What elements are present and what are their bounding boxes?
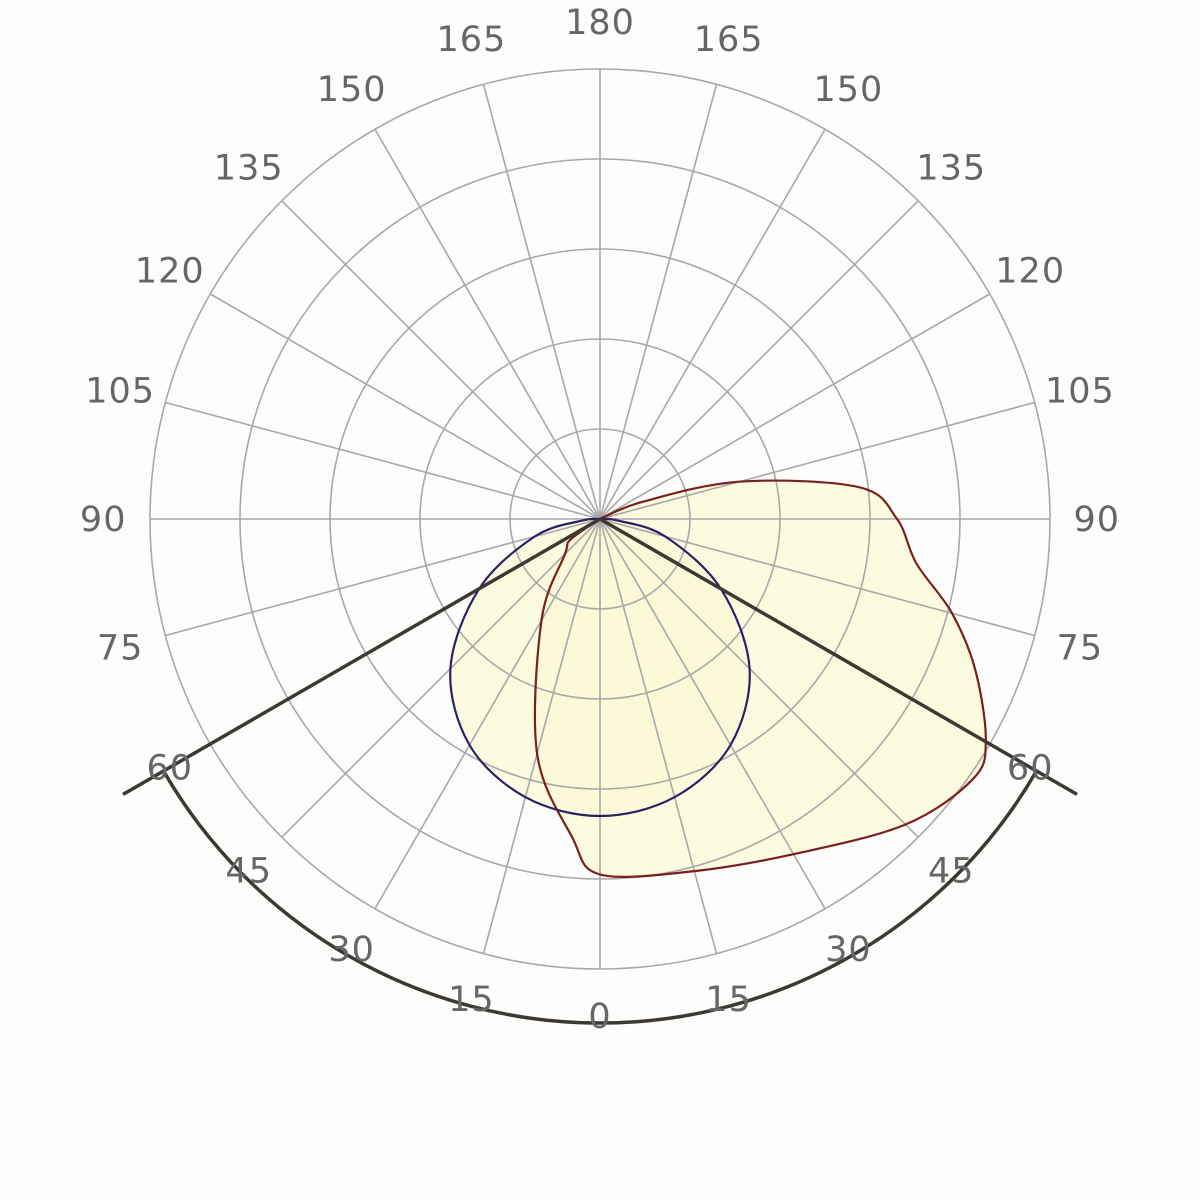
tick-label-left-135: 135	[214, 149, 284, 189]
grid-spoke	[484, 84, 601, 519]
tick-label-right-135: 135	[916, 149, 986, 189]
grid-spoke	[165, 403, 600, 520]
grid-spoke	[600, 201, 918, 519]
tick-label-left-105: 105	[85, 371, 155, 411]
tick-label-0: 0	[588, 997, 611, 1037]
tick-label-left-30: 30	[328, 930, 375, 970]
tick-label-right-45: 45	[928, 851, 975, 891]
tick-label-left-60: 60	[147, 748, 194, 788]
tick-label-right-75: 75	[1057, 629, 1104, 669]
grid-spoke	[282, 201, 600, 519]
tick-label-right-150: 150	[813, 70, 883, 110]
tick-label-left-15: 15	[448, 980, 495, 1020]
tick-label-right-165: 165	[694, 20, 764, 60]
grid-spoke	[375, 129, 600, 519]
tick-label-right-30: 30	[825, 930, 872, 970]
tick-label-right-60: 60	[1007, 748, 1054, 788]
grid-spoke	[600, 129, 825, 519]
tick-label-left-75: 75	[97, 629, 144, 669]
tick-label-left-150: 150	[317, 70, 387, 110]
tick-label-left-120: 120	[135, 252, 205, 292]
tick-label-right-90: 90	[1074, 500, 1121, 540]
grid-spoke	[600, 84, 717, 519]
grid-spoke	[210, 294, 600, 519]
tick-label-right-15: 15	[705, 980, 752, 1020]
tick-label-180: 180	[565, 3, 635, 43]
tick-label-right-120: 120	[995, 252, 1065, 292]
tick-label-left-165: 165	[436, 20, 506, 60]
tick-label-left-45: 45	[225, 851, 272, 891]
tick-label-right-105: 105	[1045, 371, 1115, 411]
tick-label-left-90: 90	[80, 500, 127, 540]
